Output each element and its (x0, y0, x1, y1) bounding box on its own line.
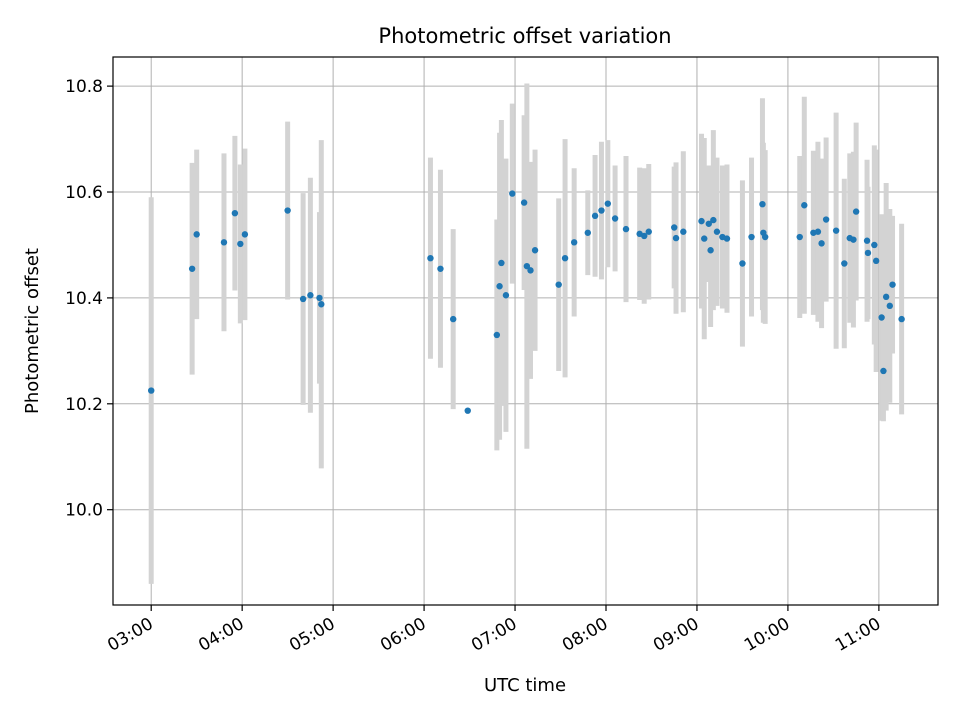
data-point (878, 314, 885, 321)
data-point (496, 283, 503, 290)
data-point (680, 228, 687, 235)
data-point (832, 227, 840, 234)
data-point (822, 216, 830, 223)
data-point (705, 220, 712, 227)
data-point (672, 234, 680, 242)
data-point (796, 233, 803, 241)
plot-area-frame (112, 56, 939, 606)
data-point (231, 209, 239, 217)
data-point (818, 240, 825, 247)
data-point (570, 239, 578, 246)
data-point (520, 199, 528, 206)
data-point (604, 200, 612, 207)
data-point (645, 228, 652, 235)
data-point (241, 231, 249, 238)
data-point (531, 247, 539, 254)
data-point (527, 267, 534, 274)
data-point (502, 292, 510, 299)
chart-title: Photometric offset variation (378, 24, 671, 48)
data-point (872, 257, 880, 265)
x-tick-label: 07:00 (468, 614, 520, 656)
data-point (707, 247, 714, 254)
data-point (561, 254, 569, 262)
data-point (701, 235, 708, 242)
error-bars (148, 83, 905, 584)
data-point (710, 216, 717, 224)
data-point (148, 387, 155, 394)
data-point (863, 237, 871, 244)
data-point (841, 260, 848, 267)
y-axis-ticks: 10.0 10.2 10.4 10.6 10.8 (65, 77, 113, 521)
data-point (299, 295, 307, 303)
x-axis-ticks: 03:00 04:00 05:00 06:00 07:00 08:00 09:00 10:00… (104, 605, 884, 656)
data-point (801, 202, 808, 209)
x-tick-label: 09:00 (650, 614, 702, 656)
data-point (598, 207, 605, 214)
data-point (723, 235, 731, 242)
data-point (748, 233, 755, 241)
data-point (871, 241, 878, 249)
data-point (889, 281, 896, 288)
x-tick-label: 10:00 (741, 614, 793, 656)
data-point (814, 228, 822, 235)
data-point (882, 293, 890, 301)
data-point (591, 212, 599, 220)
data-point (555, 281, 562, 288)
data-point (316, 294, 323, 302)
data-point (761, 233, 769, 241)
x-tick-label: 04:00 (195, 614, 247, 656)
data-point (237, 240, 244, 248)
data-point (622, 225, 630, 233)
data-point (498, 259, 505, 267)
x-axis-label: UTC time (484, 675, 566, 696)
data-point (284, 207, 291, 214)
y-axis-label: Photometric offset (22, 248, 43, 414)
x-tick-label: 05:00 (286, 614, 338, 656)
data-point (437, 265, 444, 272)
data-point (493, 331, 501, 339)
data-point (427, 254, 434, 262)
data-points (148, 190, 905, 414)
data-point (671, 224, 678, 231)
data-point (698, 217, 705, 225)
y-tick-label: 10.8 (65, 77, 103, 97)
data-point (850, 236, 857, 243)
data-point (898, 315, 905, 323)
x-tick-label: 11:00 (832, 614, 884, 656)
data-point (864, 249, 872, 257)
data-point (509, 190, 516, 197)
data-point (318, 301, 325, 308)
data-point (713, 228, 721, 235)
y-tick-label: 10.2 (65, 395, 103, 415)
data-point (523, 262, 531, 270)
data-point (220, 239, 228, 246)
y-tick-label: 10.4 (65, 289, 103, 309)
data-point (852, 208, 860, 215)
data-point (739, 260, 746, 267)
x-tick-label: 06:00 (377, 614, 429, 656)
data-point (759, 200, 766, 208)
x-tick-label: 08:00 (559, 614, 611, 656)
x-tick-label: 03:00 (104, 614, 156, 656)
data-point (584, 229, 592, 236)
data-point (611, 215, 619, 222)
data-point (193, 231, 200, 238)
y-tick-label: 10.0 (65, 501, 103, 521)
data-point (307, 292, 314, 299)
data-point (449, 315, 457, 323)
data-point (188, 265, 196, 272)
data-point (464, 407, 471, 414)
data-point (886, 302, 893, 310)
y-tick-label: 10.6 (65, 183, 103, 203)
data-point (880, 367, 887, 375)
data-point (641, 232, 648, 240)
